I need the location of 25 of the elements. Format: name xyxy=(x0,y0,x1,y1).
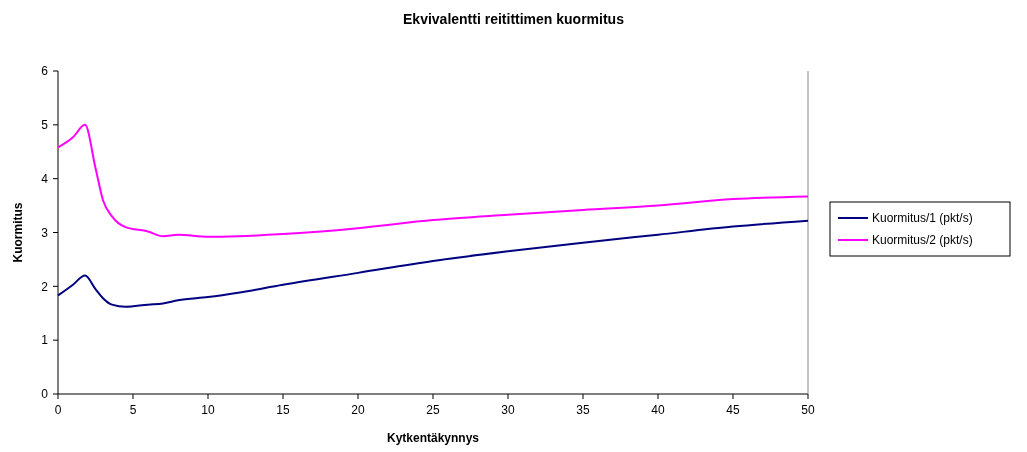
x-tick-label: 50 xyxy=(801,403,815,417)
chart-title: Ekvivalentti reitittimen kuormitus xyxy=(403,11,625,27)
y-tick-label: 2 xyxy=(41,279,49,294)
x-tick-label: 15 xyxy=(276,403,290,417)
y-tick-label: 0 xyxy=(41,387,49,402)
y-tick-label: 5 xyxy=(41,118,49,133)
x-axis-title: Kytkentäkynnys xyxy=(386,431,480,445)
x-tick-label: 30 xyxy=(501,403,515,417)
x-tick-label: 40 xyxy=(651,403,665,417)
y-axis-title: Kuormitus xyxy=(11,202,25,263)
line-series xyxy=(57,219,809,308)
legend-label: Kuormitus/2 (pkt/s) xyxy=(872,233,973,248)
x-tick-label: 45 xyxy=(726,403,740,417)
x-tick-label: 10 xyxy=(201,403,215,417)
x-tick-label: 35 xyxy=(576,403,590,417)
line-series xyxy=(57,123,809,238)
y-tick-label: 6 xyxy=(41,64,49,79)
x-tick-label: 5 xyxy=(129,403,137,417)
y-tick-label: 1 xyxy=(41,333,49,348)
x-tick-label: 25 xyxy=(426,403,440,417)
x-tick-label: 20 xyxy=(351,403,365,417)
legend-label: Kuormitus/1 (pkt/s) xyxy=(872,211,973,226)
y-tick-label: 3 xyxy=(41,225,49,240)
y-tick-label: 4 xyxy=(41,171,49,186)
x-tick-label: 0 xyxy=(54,403,62,417)
